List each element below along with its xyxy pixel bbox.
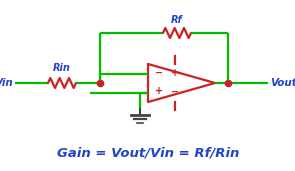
Text: −: −	[155, 68, 163, 77]
Text: Vin: Vin	[0, 78, 13, 88]
Text: Gain = Vout/Vin = Rf/Rin: Gain = Vout/Vin = Rf/Rin	[57, 147, 239, 160]
Text: Rin: Rin	[53, 63, 71, 73]
Text: −: −	[171, 87, 179, 96]
Text: +: +	[155, 87, 163, 96]
Text: +: +	[171, 68, 179, 77]
Text: Rf: Rf	[171, 15, 183, 25]
Text: Vout: Vout	[270, 78, 295, 88]
